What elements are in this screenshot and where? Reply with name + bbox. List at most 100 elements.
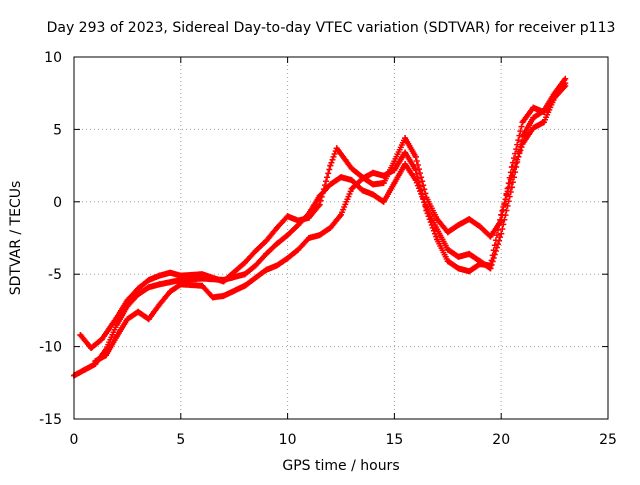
data-point [370, 169, 377, 176]
data-point [316, 201, 323, 208]
data-point [156, 272, 163, 279]
data-point [103, 352, 110, 359]
data-point [370, 191, 377, 198]
data-point [455, 265, 462, 272]
x-tick-label: 20 [492, 432, 510, 448]
data-point [316, 232, 323, 239]
data-point [370, 181, 377, 188]
data-point [124, 297, 131, 304]
data-point [412, 166, 419, 173]
x-tick-label: 15 [385, 432, 403, 448]
data-point [466, 268, 473, 275]
data-point [380, 198, 387, 205]
y-tick-label: 0 [53, 195, 62, 211]
data-point [273, 240, 280, 247]
data-point [327, 162, 334, 169]
data-point [551, 94, 558, 101]
data-point [135, 285, 142, 292]
data-point [434, 226, 441, 233]
data-point [220, 292, 227, 299]
y-tick-label: 5 [53, 122, 62, 138]
data-point [263, 237, 270, 244]
data-point [380, 179, 387, 186]
data-point [444, 258, 451, 265]
data-point [81, 366, 88, 373]
x-tick-label: 25 [599, 432, 617, 448]
data-point [466, 250, 473, 257]
data-point [327, 224, 334, 231]
data-point [273, 262, 280, 269]
data-point [402, 149, 409, 156]
data-point [88, 345, 95, 352]
data-point [156, 281, 163, 288]
data-point [391, 179, 398, 186]
data-point [476, 261, 483, 268]
data-point [295, 246, 302, 253]
data-point [444, 246, 451, 253]
data-point [391, 166, 398, 173]
data-point [284, 213, 291, 220]
data-point [113, 333, 120, 340]
data-point [455, 221, 462, 228]
data-point [295, 217, 302, 224]
data-point [530, 104, 537, 111]
data-point [562, 82, 569, 89]
data-point [177, 272, 184, 279]
plot-frame [73, 56, 609, 420]
y-axis-label: SDTVAR / TECUs [8, 181, 24, 296]
data-point [391, 158, 398, 165]
data-point [423, 194, 430, 201]
data-point [220, 278, 227, 285]
data-point [145, 276, 152, 283]
data-point [305, 235, 312, 241]
data-point [402, 135, 409, 142]
data-point [434, 216, 441, 223]
data-point [498, 211, 505, 218]
y-tick-label: 10 [44, 50, 62, 66]
data-point [113, 314, 120, 321]
data-point [508, 172, 515, 179]
chart-title: Day 293 of 2023, Sidereal Day-to-day VTE… [47, 20, 616, 36]
series-track-2 [77, 80, 569, 352]
data-point [348, 177, 355, 184]
data-point [487, 233, 494, 240]
data-point [98, 336, 105, 343]
series-track-3 [92, 82, 569, 365]
data-point [423, 207, 430, 214]
data-point [412, 153, 419, 160]
data-point [167, 269, 174, 276]
data-point [455, 253, 462, 260]
data-point [241, 282, 248, 289]
x-tick-label: 5 [176, 432, 185, 448]
data-point [466, 216, 473, 223]
data-point [145, 316, 152, 323]
data-point [156, 301, 163, 308]
data-point [273, 224, 280, 231]
data-point [199, 282, 206, 289]
data-point [348, 185, 355, 192]
data-point [177, 281, 184, 288]
data-point [145, 284, 152, 291]
data-point [540, 119, 547, 126]
data-point [252, 262, 259, 269]
data-point [348, 165, 355, 172]
data-point [498, 230, 505, 237]
y-tick-label: -5 [48, 267, 62, 283]
data-point [519, 133, 526, 140]
data-point [359, 187, 366, 194]
y-tick-label: -10 [39, 340, 62, 356]
data-point [209, 294, 216, 301]
data-point [77, 332, 84, 339]
data-point [402, 161, 409, 168]
data-point [135, 291, 142, 298]
data-point [519, 119, 526, 126]
data-point [241, 271, 248, 278]
y-tick-label: -15 [39, 412, 62, 428]
data-point [167, 288, 174, 295]
data-layer [71, 75, 569, 379]
data-point [327, 181, 334, 188]
x-axis-label: GPS time / hours [282, 458, 399, 474]
